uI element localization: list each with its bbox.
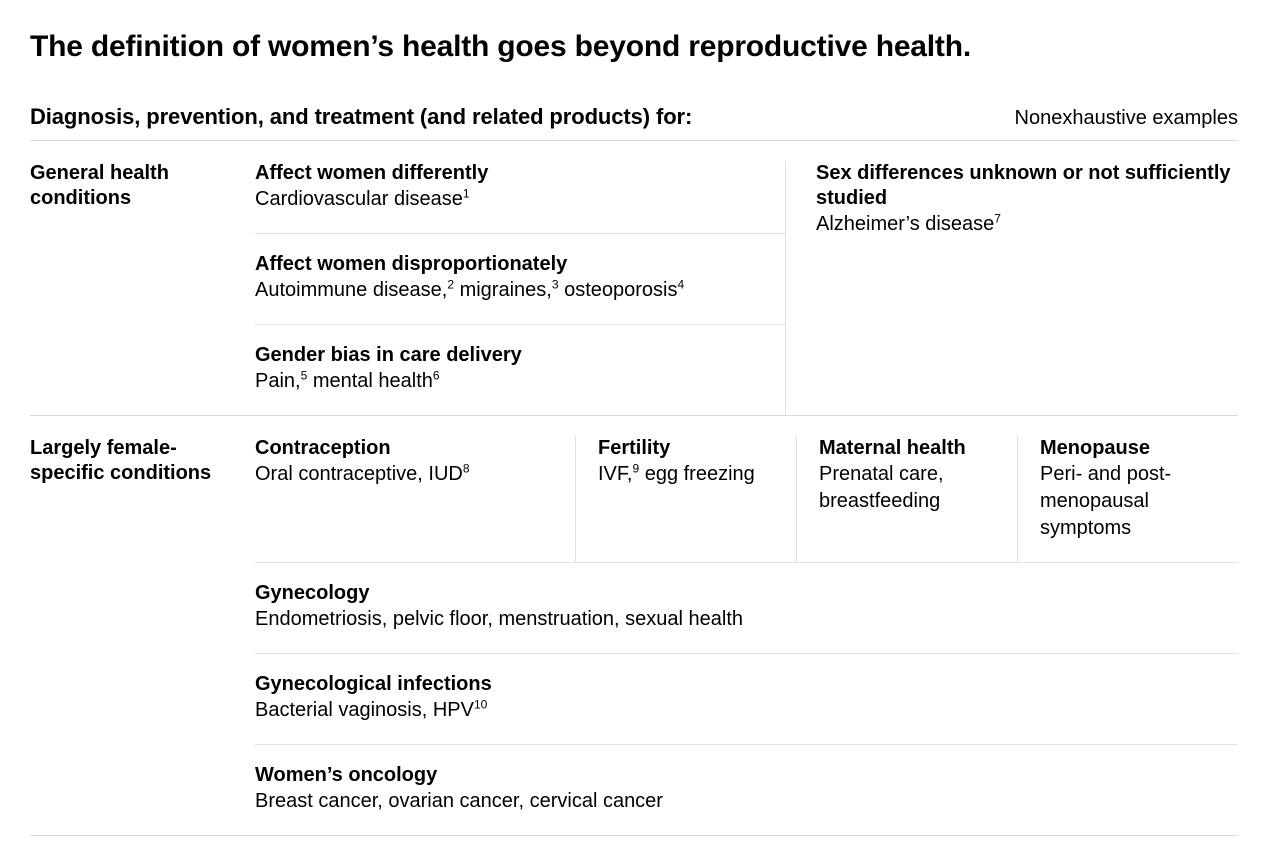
cell-body: Bacterial vaginosis, HPV10	[255, 697, 1238, 724]
general-mid-column: Affect women differently Cardiovascular …	[255, 161, 785, 415]
cell-body: Endometriosis, pelvic floor, menstruatio…	[255, 606, 1238, 633]
section-female: Largely female-specific conditions Contr…	[30, 416, 1238, 835]
cell-body: Breast cancer, ovarian cancer, cervical …	[255, 788, 1238, 815]
subtitle: Diagnosis, prevention, and treatment (an…	[30, 104, 692, 130]
cell-gynecology: Gynecology Endometriosis, pelvic floor, …	[255, 563, 1238, 653]
cell-sex-differences-unknown: Sex differences unknown or not sufficien…	[816, 161, 1238, 258]
cell-maternal-health: Maternal health Prenatal care, breastfee…	[796, 436, 1017, 562]
cell-title: Affect women differently	[255, 161, 785, 186]
cell-title: Sex differences unknown or not sufficien…	[816, 161, 1238, 211]
cell-affect-disproportionately: Affect women disproportionately Autoimmu…	[255, 233, 785, 324]
cell-menopause: Menopause Peri- and post-menopausal symp…	[1017, 436, 1238, 562]
cell-affect-differently: Affect women differently Cardiovascular …	[255, 161, 785, 233]
section-general-label: General health conditions	[30, 161, 255, 415]
cell-fertility: Fertility IVF,9 egg freezing	[575, 436, 796, 562]
cell-title: Women’s oncology	[255, 763, 1238, 788]
page-title: The definition of women’s health goes be…	[30, 30, 1238, 64]
cell-title: Contraception	[255, 436, 575, 461]
cell-title: Fertility	[598, 436, 796, 461]
cell-gender-bias: Gender bias in care delivery Pain,5 ment…	[255, 324, 785, 415]
section-general: General health conditions Affect women d…	[30, 141, 1238, 415]
cell-title: Affect women disproportionately	[255, 252, 785, 277]
cell-title: Gynecology	[255, 581, 1238, 606]
cell-gynecological-infections: Gynecological infections Bacterial vagin…	[255, 653, 1238, 744]
cell-body: Oral contraceptive, IUD8	[255, 461, 575, 488]
divider-bottom	[30, 835, 1238, 836]
cell-body: Pain,5 mental health6	[255, 368, 785, 395]
section-female-label: Largely female-specific conditions	[30, 436, 255, 835]
nonexhaustive-note: Nonexhaustive examples	[1015, 107, 1238, 130]
female-rows-list: Gynecology Endometriosis, pelvic floor, …	[255, 562, 1238, 835]
cell-title: Maternal health	[819, 436, 1017, 461]
female-content-column: Contraception Oral contraceptive, IUD8 F…	[255, 436, 1238, 835]
cell-title: Gynecological infections	[255, 672, 1238, 697]
cell-contraception: Contraception Oral contraceptive, IUD8	[255, 436, 575, 562]
subhead-row: Diagnosis, prevention, and treatment (an…	[30, 104, 1238, 130]
general-right-column: Sex differences unknown or not sufficien…	[785, 161, 1238, 415]
cell-womens-oncology: Women’s oncology Breast cancer, ovarian …	[255, 744, 1238, 835]
female-quad-row: Contraception Oral contraceptive, IUD8 F…	[255, 436, 1238, 562]
cell-body: Cardiovascular disease1	[255, 186, 785, 213]
cell-title: Gender bias in care delivery	[255, 343, 785, 368]
cell-body: Alzheimer’s disease7	[816, 211, 1238, 238]
cell-body: Peri- and post-menopausal symptoms	[1040, 461, 1238, 542]
cell-body: IVF,9 egg freezing	[598, 461, 796, 488]
cell-body: Autoimmune disease,2 migraines,3 osteopo…	[255, 277, 785, 304]
cell-title: Menopause	[1040, 436, 1238, 461]
cell-body: Prenatal care, breastfeeding	[819, 461, 1017, 515]
